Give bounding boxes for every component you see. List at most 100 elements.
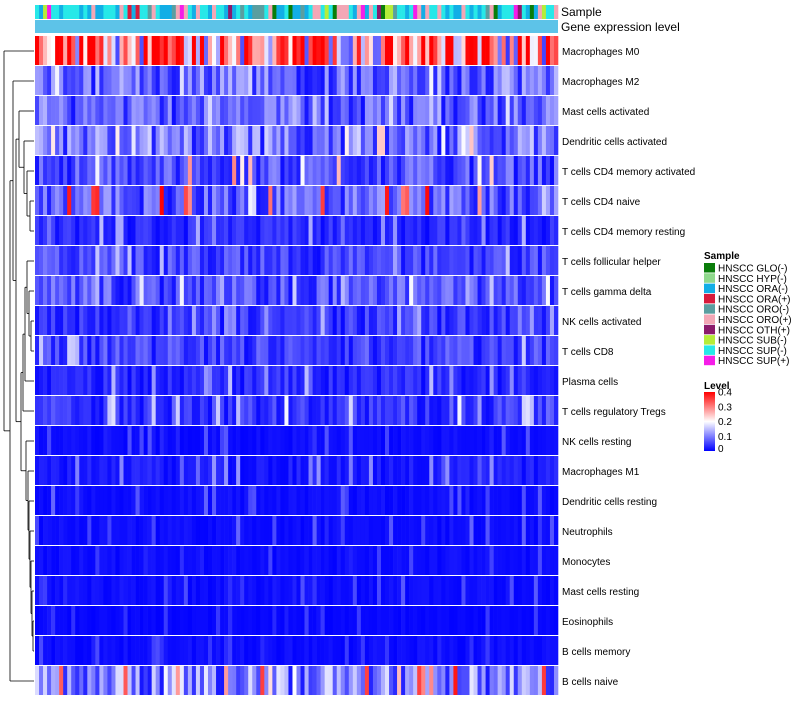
sample-annotation-cell bbox=[195, 5, 201, 19]
heatmap-cell bbox=[75, 186, 80, 215]
heatmap-cell bbox=[300, 546, 305, 575]
heatmap-cell bbox=[288, 366, 293, 395]
heatmap-cell bbox=[489, 186, 494, 215]
heatmap-cell bbox=[461, 216, 466, 245]
heatmap-cell bbox=[59, 66, 64, 95]
heatmap-cell bbox=[336, 606, 342, 635]
heatmap-cell bbox=[461, 366, 466, 395]
heatmap-cell bbox=[240, 306, 245, 335]
heatmap-cell bbox=[445, 636, 450, 665]
heatmap-cell bbox=[393, 96, 398, 125]
heatmap-cell bbox=[143, 156, 148, 185]
heatmap-cell bbox=[417, 216, 422, 245]
heatmap-cell bbox=[276, 516, 281, 545]
heatmap-cell bbox=[324, 666, 329, 695]
heatmap-cell bbox=[284, 486, 289, 515]
heatmap-cell bbox=[437, 636, 442, 665]
heatmap-cell bbox=[39, 336, 44, 365]
sample-annotation-cell bbox=[304, 5, 309, 19]
heatmap-cell bbox=[171, 606, 177, 635]
heatmap-cell bbox=[497, 156, 502, 185]
heatmap-cell bbox=[529, 66, 535, 95]
heatmap-cell bbox=[187, 246, 193, 275]
heatmap-cell bbox=[340, 666, 346, 695]
heatmap-cell bbox=[107, 366, 112, 395]
heatmap-cell bbox=[216, 576, 221, 605]
heatmap-cell bbox=[304, 396, 309, 425]
heatmap-cell bbox=[372, 396, 378, 425]
heatmap-cell bbox=[276, 66, 281, 95]
heatmap-cell bbox=[244, 486, 249, 515]
heatmap-cell bbox=[244, 666, 249, 695]
heatmap-cell bbox=[55, 516, 60, 545]
heatmap-cell bbox=[292, 666, 297, 695]
heatmap-cell bbox=[280, 306, 285, 335]
heatmap-cell bbox=[320, 66, 325, 95]
heatmap-cell bbox=[284, 216, 289, 245]
heatmap-cell bbox=[316, 276, 321, 305]
heatmap-cell bbox=[228, 606, 233, 635]
heatmap-cell bbox=[135, 96, 140, 125]
heatmap-cell bbox=[525, 66, 531, 95]
heatmap-cell bbox=[521, 66, 527, 95]
heatmap-cell bbox=[224, 276, 229, 305]
heatmap-cell bbox=[352, 426, 358, 455]
heatmap-cell bbox=[131, 516, 136, 545]
heatmap-cell bbox=[485, 396, 490, 425]
heatmap-cell bbox=[348, 336, 354, 365]
heatmap-cell bbox=[276, 156, 281, 185]
heatmap-cell bbox=[328, 606, 334, 635]
sample-annotation-cell bbox=[453, 5, 458, 19]
heatmap-cell bbox=[425, 306, 430, 335]
heatmap-cell bbox=[131, 126, 136, 155]
sample-legend-swatch bbox=[704, 304, 715, 314]
sample-annotation-cell bbox=[393, 5, 398, 19]
heatmap-cell bbox=[171, 96, 177, 125]
heatmap-cell bbox=[203, 546, 209, 575]
heatmap-cell bbox=[521, 366, 527, 395]
heatmap-cell bbox=[288, 426, 293, 455]
heatmap-cell bbox=[203, 96, 209, 125]
heatmap-cell bbox=[203, 636, 209, 665]
heatmap-cell bbox=[272, 126, 277, 155]
heatmap-cell bbox=[344, 426, 350, 455]
heatmap-cell bbox=[244, 636, 249, 665]
heatmap-cell bbox=[63, 396, 68, 425]
heatmap-cell bbox=[163, 546, 169, 575]
sample-annotation-cell bbox=[212, 5, 217, 19]
heatmap-cell bbox=[553, 66, 559, 95]
heatmap-cell bbox=[409, 546, 414, 575]
heatmap-cell bbox=[553, 96, 559, 125]
heatmap-cell bbox=[300, 36, 305, 65]
heatmap-row bbox=[35, 396, 559, 425]
heatmap-cell bbox=[119, 126, 124, 155]
heatmap-cell bbox=[445, 246, 450, 275]
heatmap-cell bbox=[119, 276, 124, 305]
heatmap-cell bbox=[413, 516, 418, 545]
heatmap-cell bbox=[151, 636, 156, 665]
heatmap-cell bbox=[236, 36, 241, 65]
heatmap-cell bbox=[207, 306, 213, 335]
heatmap-cell bbox=[509, 36, 515, 65]
heatmap-cell bbox=[87, 336, 92, 365]
row-label: T cells CD4 memory activated bbox=[562, 167, 695, 178]
heatmap-cell bbox=[421, 606, 426, 635]
heatmap-cell bbox=[372, 456, 378, 485]
heatmap-cell bbox=[51, 216, 56, 245]
heatmap-cell bbox=[481, 246, 486, 275]
heatmap-cell bbox=[376, 306, 382, 335]
heatmap-cell bbox=[280, 96, 285, 125]
heatmap-cell bbox=[171, 186, 177, 215]
heatmap-cell bbox=[533, 246, 539, 275]
heatmap-cell bbox=[405, 96, 410, 125]
heatmap-cell bbox=[352, 546, 358, 575]
heatmap-cell bbox=[429, 306, 434, 335]
heatmap-cell bbox=[489, 366, 494, 395]
sample-legend-label: HNSCC ORA(-) bbox=[718, 284, 788, 295]
heatmap-cell bbox=[517, 666, 523, 695]
heatmap-cell bbox=[216, 66, 221, 95]
heatmap-cell bbox=[397, 96, 402, 125]
heatmap-cell bbox=[376, 216, 382, 245]
heatmap-cell bbox=[505, 456, 511, 485]
heatmap-cell bbox=[135, 246, 140, 275]
